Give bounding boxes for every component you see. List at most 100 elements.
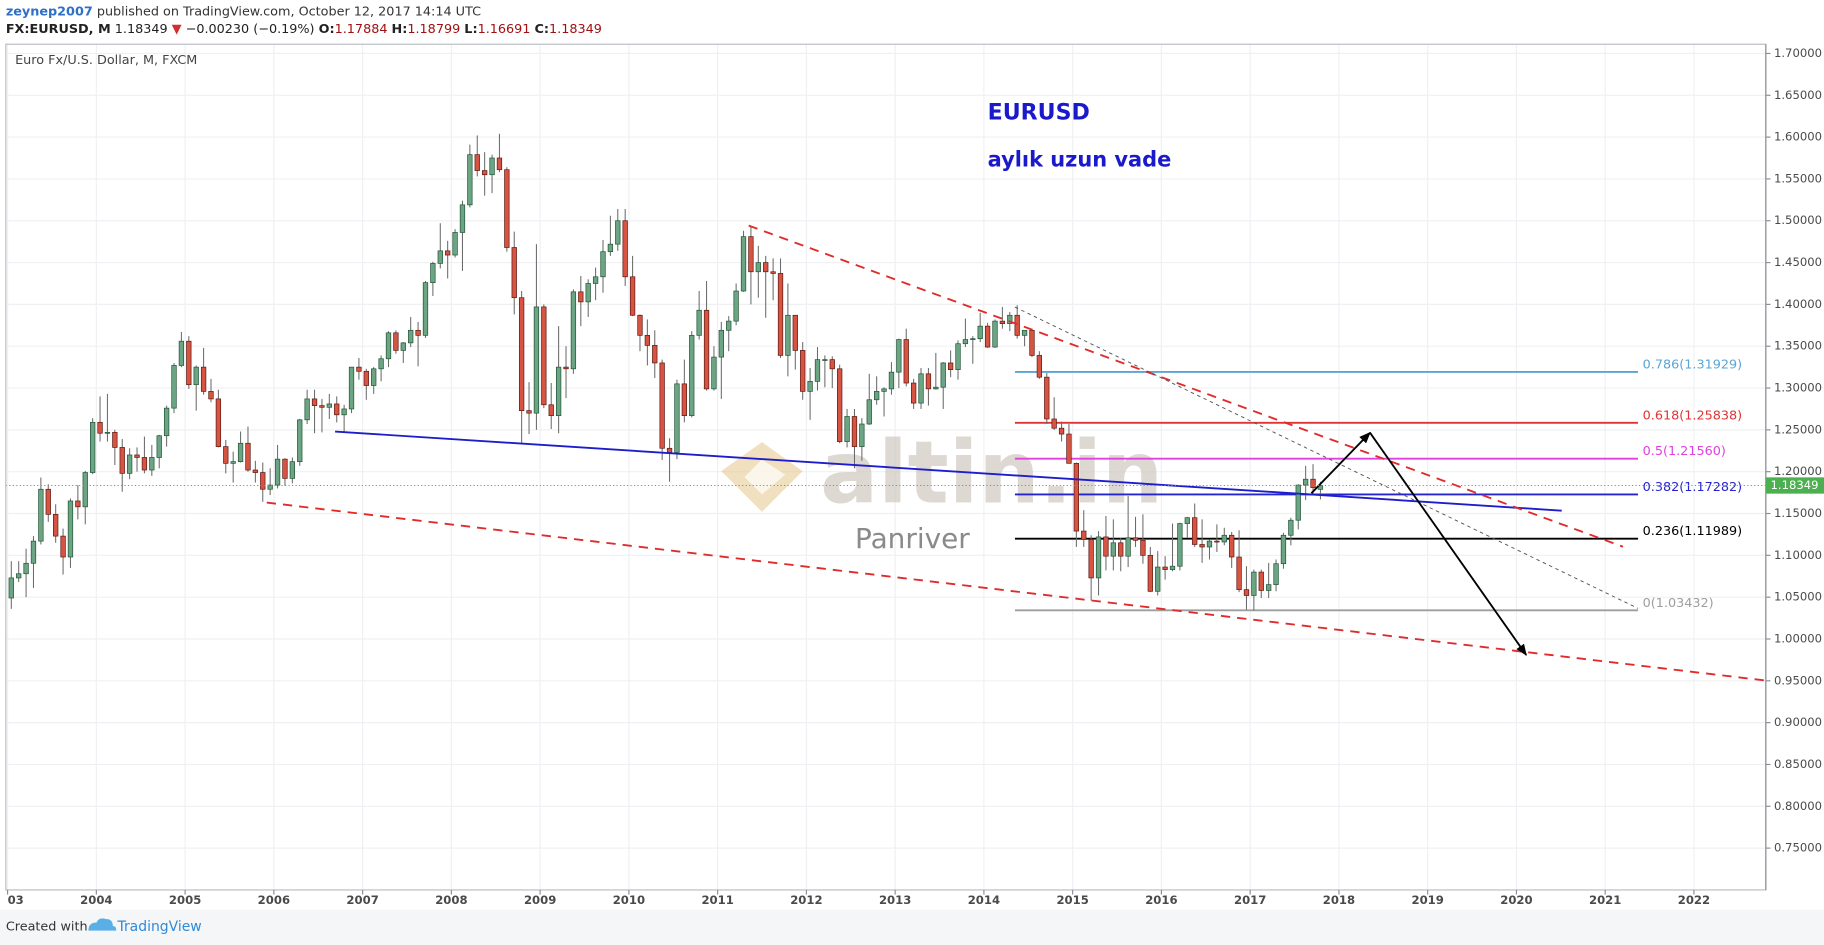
candle-body [526, 410, 532, 414]
close-value: 1.18349 [549, 22, 602, 37]
candle-body [896, 339, 902, 373]
candle-body [977, 325, 983, 340]
open-label: O: [319, 22, 335, 37]
x-tick-label: 2011 [701, 893, 733, 907]
candle-body [637, 314, 643, 336]
candle-body [918, 373, 924, 404]
candle-body [400, 342, 406, 351]
candle-body [482, 170, 488, 176]
x-tick-label: 2015 [1056, 893, 1088, 907]
candle-body [570, 291, 577, 370]
publish-line: zeynep2007 published on TradingView.com,… [6, 4, 481, 19]
candle-body [1258, 571, 1264, 591]
candle-body [1273, 563, 1279, 585]
fib-label: 0.618(1.25838) [1643, 408, 1742, 423]
candle-body [452, 232, 458, 256]
candle-body [1206, 540, 1213, 548]
candle-body [903, 339, 909, 384]
candle-body [16, 573, 22, 579]
candle-body [733, 290, 739, 322]
direction: ▼ [172, 22, 182, 37]
x-tick-label: 2013 [879, 893, 911, 907]
candle-body [75, 500, 81, 508]
candle-body [548, 404, 554, 416]
y-tick-label: 1.60000 [1774, 130, 1822, 144]
candle-body [53, 514, 59, 537]
footer-created: Created with [6, 920, 88, 935]
candle-body [555, 366, 562, 416]
candle-body [740, 236, 747, 292]
fib-label: 0.786(1.31929) [1643, 357, 1742, 372]
x-tick-label: 2022 [1678, 893, 1710, 907]
open-value: 1.17884 [335, 22, 388, 37]
published: published on TradingView.com, October 12… [97, 4, 481, 19]
candle-body [1073, 462, 1079, 532]
candle-body [208, 391, 214, 400]
candle-body [970, 338, 976, 340]
y-tick-label: 1.50000 [1774, 213, 1822, 227]
candle-body [1199, 544, 1205, 548]
low-label: L: [464, 22, 477, 37]
y-tick-label: 1.05000 [1774, 590, 1822, 604]
candle-body [1021, 329, 1028, 336]
footer-brand[interactable]: TradingView [116, 919, 201, 935]
candle-body [97, 421, 103, 434]
x-tick-label: 2008 [435, 893, 467, 907]
y-tick-label: 1.25000 [1774, 422, 1822, 436]
candle-body [112, 432, 118, 448]
candle-body [134, 454, 140, 458]
candle-body [371, 368, 377, 386]
x-tick-label: 03 [8, 893, 24, 907]
candle-body [888, 371, 895, 390]
footer-logo[interactable] [88, 918, 117, 931]
candle-body [1229, 534, 1235, 558]
candle-body [947, 362, 954, 370]
candle-body [1081, 530, 1087, 540]
candle-body [237, 442, 244, 463]
candle-body [1280, 534, 1287, 565]
y-tick-label: 1.45000 [1774, 255, 1822, 269]
candle-body [504, 169, 510, 248]
candle-body [984, 325, 991, 348]
y-tick-label: 0.75000 [1774, 841, 1822, 855]
candle-body [1058, 427, 1065, 435]
candle-body [1214, 540, 1220, 543]
watermark-subtext: Panriver [855, 522, 970, 555]
candle-body [267, 484, 273, 490]
candle-body [674, 383, 680, 453]
candle-body [245, 442, 251, 471]
candle-body [467, 154, 473, 206]
candle-body [1066, 433, 1072, 464]
candle-body [430, 263, 436, 283]
candle-body [60, 535, 66, 558]
candle-body [1221, 534, 1227, 543]
candle-body [511, 247, 517, 299]
last-price-label: 1.18349 [1770, 478, 1818, 492]
trend-line [748, 224, 1624, 548]
candle-body [622, 220, 628, 278]
candle-body [1184, 517, 1190, 524]
candle-body [785, 314, 791, 356]
candle-body [23, 562, 29, 575]
candle-body [223, 446, 229, 464]
candle-body [1110, 542, 1116, 557]
candle-body [200, 366, 207, 392]
candle-body [1088, 539, 1094, 579]
candle-body [992, 320, 998, 348]
candle-body [126, 454, 133, 474]
candle-body [393, 332, 399, 351]
candle-body [592, 276, 599, 284]
low-value: 1.16691 [478, 22, 531, 37]
candle-body [1243, 589, 1250, 596]
candle-body [652, 345, 658, 364]
user[interactable]: zeynep2007 [6, 4, 93, 19]
candle-body [726, 320, 732, 331]
y-tick-label: 1.70000 [1774, 46, 1822, 60]
candle-body [82, 472, 88, 508]
fib-label: 0.382(1.17282) [1643, 480, 1742, 495]
y-tick-label: 1.00000 [1774, 631, 1822, 645]
candle-body [385, 332, 392, 360]
candle-body [703, 309, 710, 390]
candle-body [1155, 566, 1161, 592]
candle-body [1051, 418, 1057, 429]
